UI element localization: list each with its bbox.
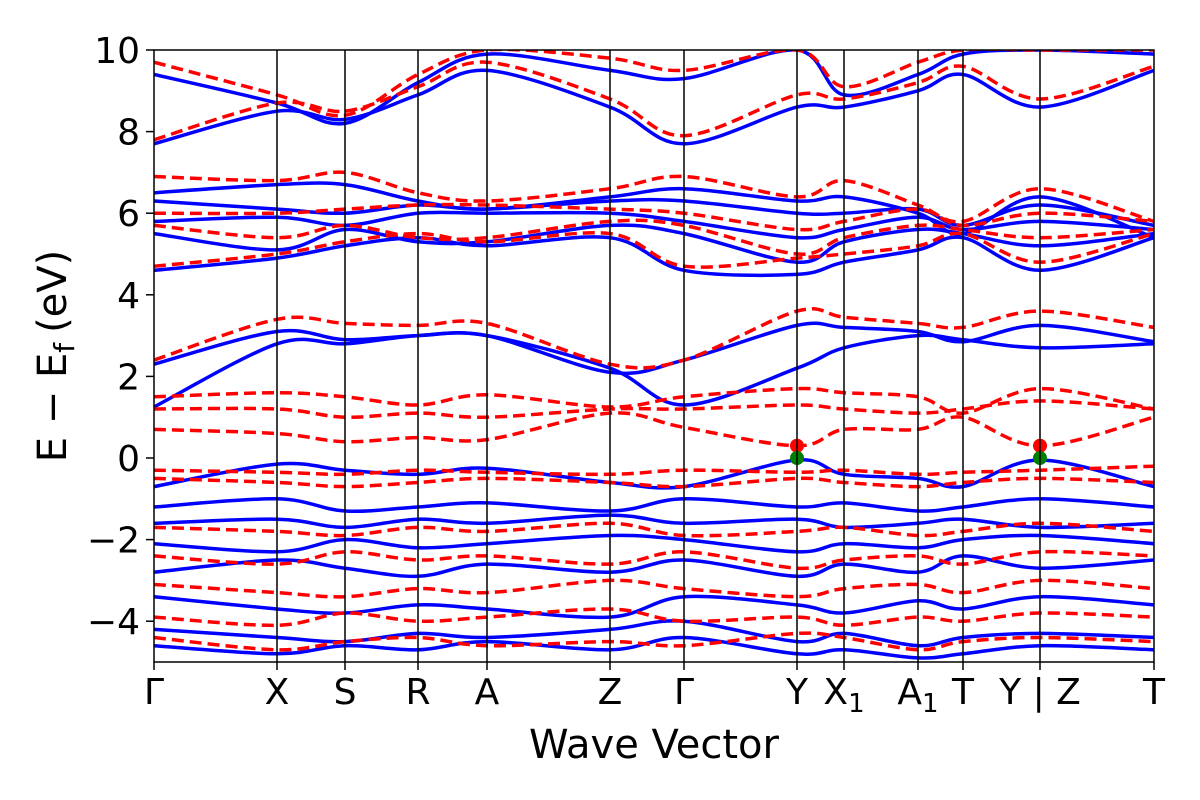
band-line-2-16	[154, 60, 1154, 142]
band-line-1-7	[154, 497, 1154, 514]
x-tick-label-13: T	[1142, 672, 1166, 713]
series-1	[154, 50, 1154, 660]
x-tick-label-1: Γ	[144, 672, 164, 713]
y-axis-title: E − Ef (eV)	[30, 250, 81, 463]
x-axis: Γ X S R A Z Γ Y X1 A1 T Y | Z T	[144, 662, 1166, 719]
x-tick-label-5: A	[475, 672, 500, 713]
y-tick-label-6: 0	[117, 439, 140, 480]
band-line-2-12	[154, 231, 1154, 269]
kpoint-lines	[276, 50, 1041, 662]
band-line-2-15	[154, 170, 1154, 224]
plot-area	[154, 50, 1154, 660]
x-tick-label-10: A1	[897, 672, 938, 719]
band-line-2-5	[154, 521, 1154, 538]
y-tick-label-7: −2	[87, 521, 140, 562]
y-tick-label-5: 2	[117, 357, 140, 398]
x-tick-label-12: Y | Z	[998, 672, 1081, 713]
band-line-1-16	[154, 68, 1154, 146]
x-tick-label-8: Y	[785, 672, 809, 713]
y-axis: 10 8 6 4 2 0 −2 −4	[87, 31, 154, 643]
series-2	[154, 50, 1154, 652]
band-line-1-5	[154, 533, 1154, 554]
x-tick-label-9: X1	[823, 672, 864, 719]
y-tick-label-1: 10	[94, 31, 140, 72]
y-axis-title-sub: f	[48, 342, 81, 353]
x-tick-label-6: Z	[598, 672, 623, 713]
band-line-2-7	[154, 464, 1154, 477]
band-line-2-17	[154, 50, 1154, 118]
band-line-2-6	[154, 476, 1154, 489]
y-tick-label-4: 4	[117, 276, 140, 317]
y-axis-title-main: E − E	[30, 353, 76, 463]
x-tick-label-3: S	[334, 672, 357, 713]
band-line-2-4	[154, 549, 1154, 571]
x-tick-label-7: Γ	[674, 672, 694, 713]
x-tick-label-2: X	[265, 672, 290, 713]
band-line-2-10	[154, 386, 1154, 415]
y-tick-label-3: 6	[117, 194, 140, 235]
plot-frame	[153, 49, 1155, 663]
band-line-2-13	[154, 218, 1154, 256]
y-tick-label-8: −4	[87, 602, 140, 643]
band-line-2-9	[154, 399, 1154, 419]
band-line-1-3	[154, 594, 1154, 620]
y-axis-title-unit: (eV)	[30, 250, 76, 333]
band-line-2-8	[154, 411, 1154, 448]
x-axis-title: Wave Vector	[529, 722, 780, 768]
y-tick-label-2: 8	[117, 113, 140, 154]
x-tick-label-11: T	[951, 672, 975, 713]
x-tick-label-4: R	[405, 672, 430, 713]
band-line-1-11	[154, 235, 1154, 278]
band-line-2-3	[154, 578, 1154, 599]
